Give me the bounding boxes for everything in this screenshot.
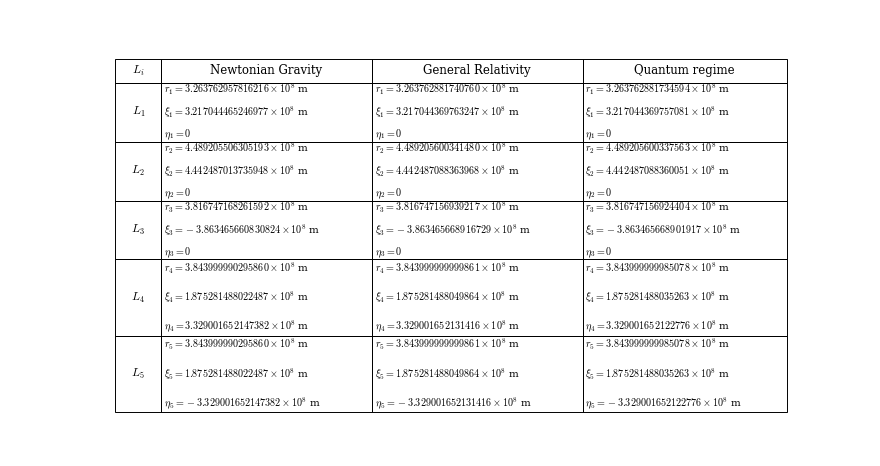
Text: $\xi_4 = 1.875281488022487 \times 10^8$ m: $\xi_4 = 1.875281488022487 \times 10^8$ … [164, 290, 309, 305]
Text: $r_2 = 4.489205600341480 \times 10^8$ m: $r_2 = 4.489205600341480 \times 10^8$ m [375, 141, 519, 157]
Text: $\xi_5 = 1.875281488022487 \times 10^8$ m: $\xi_5 = 1.875281488022487 \times 10^8$ … [164, 366, 309, 382]
Text: $r_5 = 3.843999999985078 \times 10^8$ m: $r_5 = 3.843999999985078 \times 10^8$ m [585, 337, 730, 352]
Text: Newtonian Gravity: Newtonian Gravity [210, 64, 322, 77]
Bar [583, 336, 787, 412]
Text: $\eta_3 = 0$: $\eta_3 = 0$ [585, 245, 612, 260]
Bar [115, 336, 161, 412]
Text: $r_1 = 3.263762881734594 \times 10^8$ m: $r_1 = 3.263762881734594 \times 10^8$ m [585, 82, 730, 97]
Text: $\xi_1 = 3.217044369757081 \times 10^8$ m: $\xi_1 = 3.217044369757081 \times 10^8$ … [585, 104, 730, 120]
Text: $\eta_1 = 0$: $\eta_1 = 0$ [585, 128, 612, 142]
Text: $\eta_2 = 0$: $\eta_2 = 0$ [375, 186, 402, 201]
Bar [583, 59, 787, 83]
Text: $r_4 = 3.843999999985078 \times 10^8$ m: $r_4 = 3.843999999985078 \times 10^8$ m [585, 261, 730, 276]
Text: $\xi_3 = -3.863465668916729 \times 10^8$ m: $\xi_3 = -3.863465668916729 \times 10^8$… [375, 222, 531, 238]
Bar [161, 142, 372, 200]
Text: $L_2$: $L_2$ [131, 164, 145, 178]
Bar [115, 142, 161, 200]
Text: $r_2 = 4.489205600337563 \times 10^8$ m: $r_2 = 4.489205600337563 \times 10^8$ m [585, 141, 730, 157]
Text: $\eta_5 = -3.329001652122776 \times 10^8$ m: $\eta_5 = -3.329001652122776 \times 10^8… [585, 395, 742, 411]
Bar [372, 200, 583, 260]
Text: $L_1$: $L_1$ [131, 105, 145, 119]
Text: $\eta_4 = 3.329001652131416 \times 10^8$ m: $\eta_4 = 3.329001652131416 \times 10^8$… [375, 319, 520, 335]
Bar [115, 59, 161, 83]
Bar [372, 260, 583, 336]
Text: $r_2 = 4.489205506305193 \times 10^8$ m: $r_2 = 4.489205506305193 \times 10^8$ m [164, 141, 309, 157]
Text: $L_3$: $L_3$ [131, 223, 145, 237]
Text: $\eta_1 = 0$: $\eta_1 = 0$ [375, 128, 402, 142]
Bar [583, 260, 787, 336]
Bar [583, 83, 787, 142]
Text: $\xi_4 = 1.875281488049864 \times 10^8$ m: $\xi_4 = 1.875281488049864 \times 10^8$ … [375, 290, 519, 305]
Text: $\xi_1 = 3.217044465246977 \times 10^8$ m: $\xi_1 = 3.217044465246977 \times 10^8$ … [164, 104, 309, 120]
Text: $\xi_1 = 3.217044369763247 \times 10^8$ m: $\xi_1 = 3.217044369763247 \times 10^8$ … [375, 104, 519, 120]
Text: $\eta_4 = 3.329001652147382 \times 10^8$ m: $\eta_4 = 3.329001652147382 \times 10^8$… [164, 319, 309, 335]
Text: $\eta_4 = 3.329001652122776 \times 10^8$ m: $\eta_4 = 3.329001652122776 \times 10^8$… [585, 319, 730, 335]
Text: $\xi_4 = 1.875281488035263 \times 10^8$ m: $\xi_4 = 1.875281488035263 \times 10^8$ … [585, 290, 730, 305]
Text: $r_4 = 3.843999990295860 \times 10^8$ m: $r_4 = 3.843999990295860 \times 10^8$ m [164, 261, 309, 276]
Text: $r_1 = 3.263762957816216 \times 10^8$ m: $r_1 = 3.263762957816216 \times 10^8$ m [164, 82, 309, 97]
Bar [372, 336, 583, 412]
Text: $r_3 = 3.816747168261592 \times 10^8$ m: $r_3 = 3.816747168261592 \times 10^8$ m [164, 200, 309, 215]
Text: $L_5$: $L_5$ [131, 367, 145, 381]
Text: $r_5 = 3.843999990295860 \times 10^8$ m: $r_5 = 3.843999990295860 \times 10^8$ m [164, 337, 309, 352]
Text: $r_3 = 3.816747156939217 \times 10^8$ m: $r_3 = 3.816747156939217 \times 10^8$ m [375, 200, 519, 215]
Bar [372, 59, 583, 83]
Bar [161, 59, 372, 83]
Text: $\eta_3 = 0$: $\eta_3 = 0$ [164, 245, 191, 260]
Text: $L_4$: $L_4$ [131, 291, 145, 305]
Bar [372, 142, 583, 200]
Text: $\xi_2 = 4.442487013735948 \times 10^8$ m: $\xi_2 = 4.442487013735948 \times 10^8$ … [164, 164, 309, 179]
Text: General Relativity: General Relativity [423, 64, 531, 77]
Text: $\xi_3 = -3.863465660830824 \times 10^8$ m: $\xi_3 = -3.863465660830824 \times 10^8$… [164, 222, 320, 238]
Text: $\eta_5 = -3.329001652131416 \times 10^8$ m: $\eta_5 = -3.329001652131416 \times 10^8… [375, 395, 532, 411]
Text: $\xi_5 = 1.875281488035263 \times 10^8$ m: $\xi_5 = 1.875281488035263 \times 10^8$ … [585, 366, 730, 382]
Bar [372, 83, 583, 142]
Text: $r_1 = 3.263762881740760 \times 10^8$ m: $r_1 = 3.263762881740760 \times 10^8$ m [375, 82, 519, 97]
Text: $\eta_1 = 0$: $\eta_1 = 0$ [164, 128, 191, 142]
Bar [161, 260, 372, 336]
Bar [161, 83, 372, 142]
Text: $r_3 = 3.816747156924404 \times 10^8$ m: $r_3 = 3.816747156924404 \times 10^8$ m [585, 200, 730, 215]
Text: $\eta_3 = 0$: $\eta_3 = 0$ [375, 245, 402, 260]
Bar [583, 142, 787, 200]
Text: $\xi_2 = 4.442487088363968 \times 10^8$ m: $\xi_2 = 4.442487088363968 \times 10^8$ … [375, 164, 519, 179]
Text: Quantum regime: Quantum regime [634, 64, 735, 77]
Bar [115, 200, 161, 260]
Bar [161, 336, 372, 412]
Bar [161, 200, 372, 260]
Text: $L_i$: $L_i$ [132, 64, 144, 78]
Text: $\eta_5 = -3.329001652147382 \times 10^8$ m: $\eta_5 = -3.329001652147382 \times 10^8… [164, 395, 320, 411]
Text: $\xi_5 = 1.875281488049864 \times 10^8$ m: $\xi_5 = 1.875281488049864 \times 10^8$ … [375, 366, 519, 382]
Text: $\xi_3 = -3.863465668901917 \times 10^8$ m: $\xi_3 = -3.863465668901917 \times 10^8$… [585, 222, 742, 238]
Text: $\eta_2 = 0$: $\eta_2 = 0$ [585, 186, 612, 201]
Text: $\xi_2 = 4.442487088360051 \times 10^8$ m: $\xi_2 = 4.442487088360051 \times 10^8$ … [585, 164, 730, 179]
Bar [115, 260, 161, 336]
Bar [583, 200, 787, 260]
Bar [115, 83, 161, 142]
Text: $r_5 = 3.843999999999861 \times 10^8$ m: $r_5 = 3.843999999999861 \times 10^8$ m [375, 337, 519, 352]
Text: $r_4 = 3.843999999999861 \times 10^8$ m: $r_4 = 3.843999999999861 \times 10^8$ m [375, 261, 519, 276]
Text: $\eta_2 = 0$: $\eta_2 = 0$ [164, 186, 191, 201]
